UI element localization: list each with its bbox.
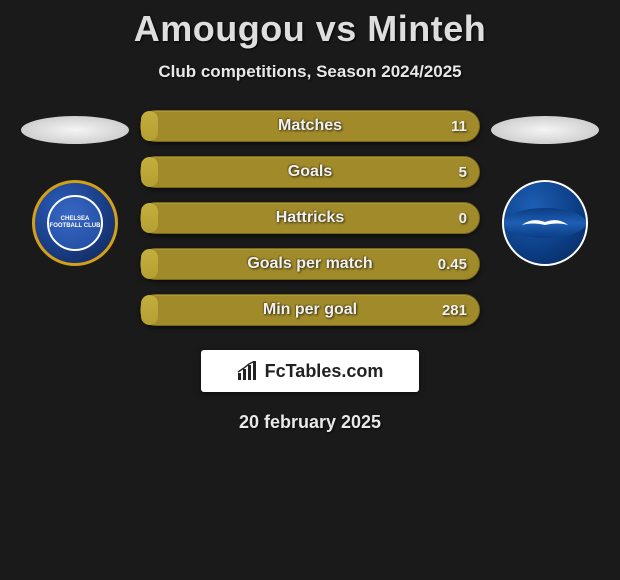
chelsea-badge-icon: CHELSEA FOOTBALL CLUB <box>32 180 118 266</box>
main-row: CHELSEA FOOTBALL CLUB Matches 11 Goals 5 <box>0 110 620 326</box>
fctables-link[interactable]: FcTables.com <box>201 350 419 392</box>
left-column: CHELSEA FOOTBALL CLUB <box>15 110 135 266</box>
brighton-badge-icon <box>502 180 588 266</box>
page-title: Amougou vs Minteh <box>0 8 620 50</box>
right-column <box>485 110 605 266</box>
seagull-icon <box>520 215 570 231</box>
stat-right-value: 5 <box>459 164 467 181</box>
stat-fill <box>141 203 158 233</box>
chelsea-text-top: CHELSEA <box>61 216 90 223</box>
stat-fill <box>141 157 158 187</box>
stat-row-goals: Goals 5 <box>140 156 480 188</box>
left-player-avatar <box>21 116 129 144</box>
stat-label: Hattricks <box>276 209 344 227</box>
stat-fill <box>141 249 158 279</box>
stat-fill <box>141 111 158 141</box>
stat-row-min-per-goal: Min per goal 281 <box>140 294 480 326</box>
stat-fill <box>141 295 158 325</box>
stat-right-value: 281 <box>442 302 467 319</box>
date-label: 20 february 2025 <box>0 412 620 433</box>
stat-right-value: 0 <box>459 210 467 227</box>
subtitle: Club competitions, Season 2024/2025 <box>0 62 620 82</box>
right-player-avatar <box>491 116 599 144</box>
comparison-card: Amougou vs Minteh Club competitions, Sea… <box>0 0 620 433</box>
stat-right-value: 11 <box>451 118 467 135</box>
stat-label: Goals per match <box>247 255 372 273</box>
chelsea-text-bottom: FOOTBALL CLUB <box>50 223 101 230</box>
stat-row-hattricks: Hattricks 0 <box>140 202 480 234</box>
stats-column: Matches 11 Goals 5 Hattricks 0 Goals per… <box>135 110 485 326</box>
stat-row-goals-per-match: Goals per match 0.45 <box>140 248 480 280</box>
stat-row-matches: Matches 11 <box>140 110 480 142</box>
stat-label: Matches <box>278 117 342 135</box>
stat-label: Goals <box>288 163 332 181</box>
stat-right-value: 0.45 <box>438 256 467 273</box>
chelsea-badge-inner: CHELSEA FOOTBALL CLUB <box>47 195 103 251</box>
fctables-label: FcTables.com <box>265 361 384 382</box>
stat-label: Min per goal <box>263 301 357 319</box>
bar-chart-icon <box>237 361 259 381</box>
